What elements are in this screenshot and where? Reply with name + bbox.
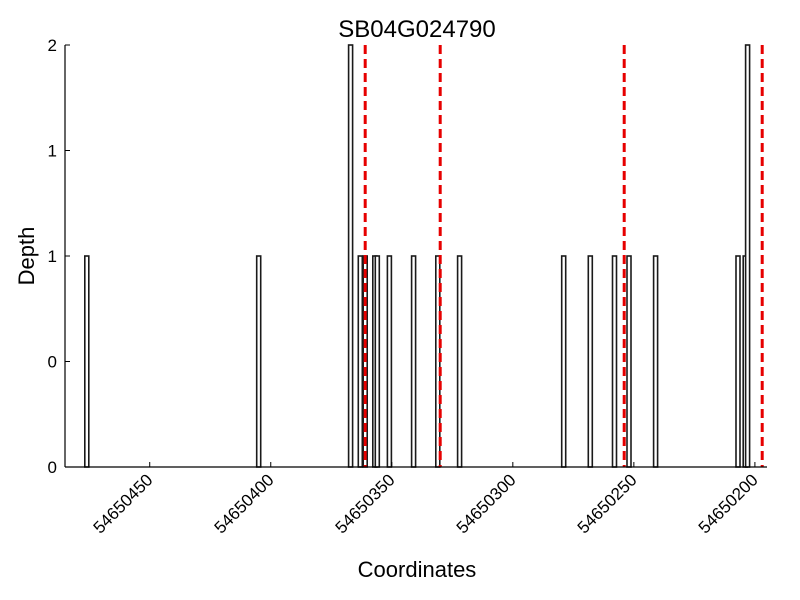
x-axis-label: Coordinates xyxy=(358,557,477,582)
x-tick-label: 54650250 xyxy=(574,470,641,537)
depth-bar xyxy=(386,255,393,468)
x-tick-label: 54650200 xyxy=(695,470,762,537)
y-tick-label: 1 xyxy=(48,247,57,266)
y-tick-label: 2 xyxy=(48,36,57,55)
y-tick-label: 1 xyxy=(48,142,57,161)
markers-group xyxy=(363,45,764,467)
depth-bar xyxy=(735,255,741,468)
depth-bar xyxy=(744,44,751,468)
depth-bar xyxy=(611,255,618,468)
chart-title: SB04G024790 xyxy=(338,16,495,43)
y-tick-label: 0 xyxy=(48,458,57,477)
x-tick-label: 54650450 xyxy=(90,470,157,537)
axes-group: 0 0 1 1 2 54650450 54650400 54650350 54650300 546… xyxy=(48,36,767,537)
x-tick-label: 54650400 xyxy=(211,470,278,537)
depth-bar xyxy=(357,255,364,468)
depth-bar xyxy=(560,255,567,468)
depth-bar xyxy=(626,255,632,468)
x-tick-label: 54650300 xyxy=(453,470,520,537)
bars-group xyxy=(84,44,751,468)
depth-bar xyxy=(84,255,90,468)
depth-bar xyxy=(410,255,417,468)
x-tick-label: 54650350 xyxy=(332,470,399,537)
depth-bar xyxy=(347,44,354,468)
depth-bar xyxy=(374,255,381,468)
depth-bar xyxy=(652,255,659,468)
depth-bar xyxy=(456,255,463,468)
depth-bar xyxy=(587,255,594,468)
y-axis-label: Depth xyxy=(14,227,39,286)
y-tick-label: 0 xyxy=(48,353,57,372)
depth-bar xyxy=(255,255,262,468)
